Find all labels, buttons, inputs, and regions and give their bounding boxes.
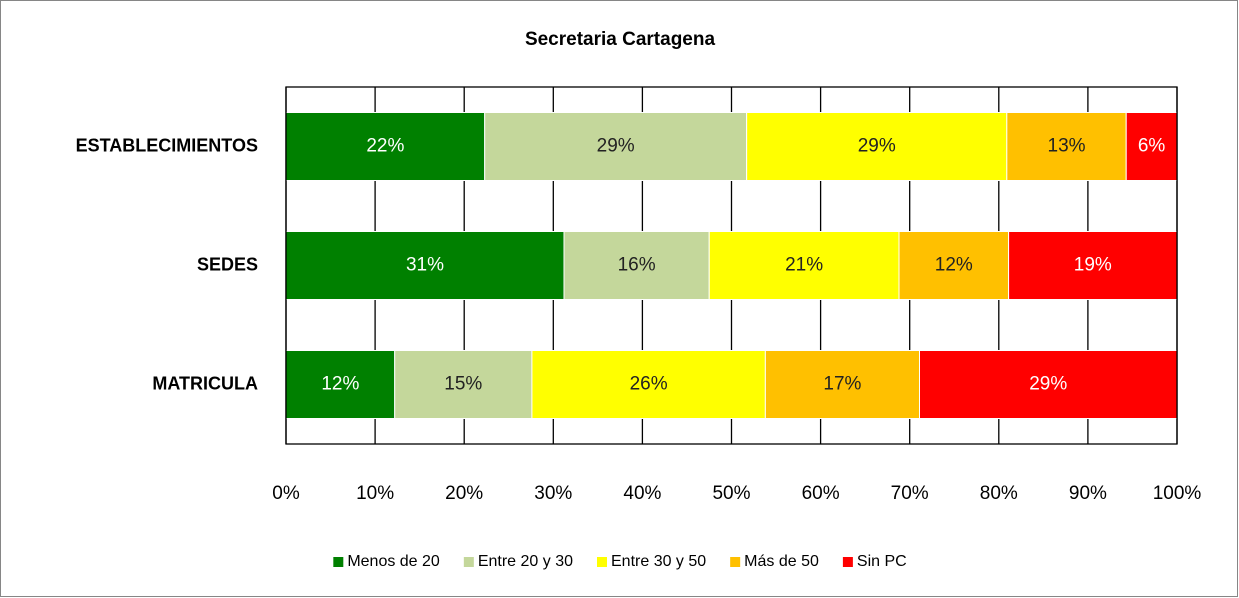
- legend-swatch: [463, 557, 474, 567]
- data-label: 29%: [1029, 374, 1067, 395]
- chart-title: Secretaria Cartagena: [525, 29, 716, 50]
- bar-segment: [285, 112, 486, 181]
- x-tick-label: 0%: [272, 483, 300, 504]
- x-tick-label: 20%: [445, 483, 483, 504]
- x-tick-label: 90%: [1069, 483, 1107, 504]
- legend-swatch: [730, 557, 741, 567]
- y-tick-label: ESTABLECIMIENTOS: [76, 135, 258, 155]
- x-tick-label: 30%: [534, 483, 572, 504]
- data-label: 12%: [321, 374, 359, 395]
- bar-segment: [531, 350, 766, 419]
- x-tick-label: 10%: [356, 483, 394, 504]
- plot-border: [285, 86, 1178, 445]
- data-label: 26%: [630, 374, 668, 395]
- data-label: 19%: [1074, 255, 1112, 276]
- data-label: 15%: [444, 374, 482, 395]
- legend-label: Menos de 20: [347, 553, 440, 570]
- x-tick-label: 70%: [891, 483, 929, 504]
- bar-segment: [919, 350, 1178, 419]
- data-label: 22%: [366, 136, 404, 157]
- bar-segment: [1006, 112, 1127, 181]
- data-label: 31%: [406, 255, 444, 276]
- legend-label: Sin PC: [857, 553, 907, 570]
- legend-label: Entre 30 y 50: [611, 553, 706, 570]
- bar-segment: [708, 231, 900, 300]
- data-label: 6%: [1138, 136, 1166, 157]
- y-tick-label: MATRICULA: [152, 373, 258, 393]
- bar-segment: [285, 350, 396, 419]
- bar-segment: [285, 231, 565, 300]
- data-label: 29%: [597, 136, 635, 157]
- data-label: 17%: [823, 374, 861, 395]
- y-tick-label: SEDES: [197, 254, 258, 274]
- legend-swatch: [842, 557, 853, 567]
- legend-label: Más de 50: [744, 553, 819, 570]
- legend-swatch: [597, 557, 607, 567]
- bar-segment: [1125, 112, 1178, 181]
- x-tick-label: 100%: [1153, 483, 1202, 504]
- bar-segment: [484, 112, 748, 181]
- bar-segment: [764, 350, 921, 419]
- bar-segment: [394, 350, 533, 419]
- bar-segment: [746, 112, 1008, 181]
- data-label: 13%: [1048, 136, 1086, 157]
- x-tick-label: 80%: [980, 483, 1018, 504]
- x-tick-label: 50%: [712, 483, 750, 504]
- legend-swatch: [333, 557, 344, 567]
- x-tick-label: 60%: [802, 483, 840, 504]
- x-tick-label: 40%: [623, 483, 661, 504]
- data-label: 12%: [935, 255, 973, 276]
- legend-label: Entre 20 y 30: [478, 553, 573, 570]
- bar-segment: [898, 231, 1010, 300]
- bar-segment: [1008, 231, 1178, 300]
- data-label: 16%: [618, 255, 656, 276]
- data-label: 29%: [858, 136, 896, 157]
- data-label: 21%: [785, 255, 823, 276]
